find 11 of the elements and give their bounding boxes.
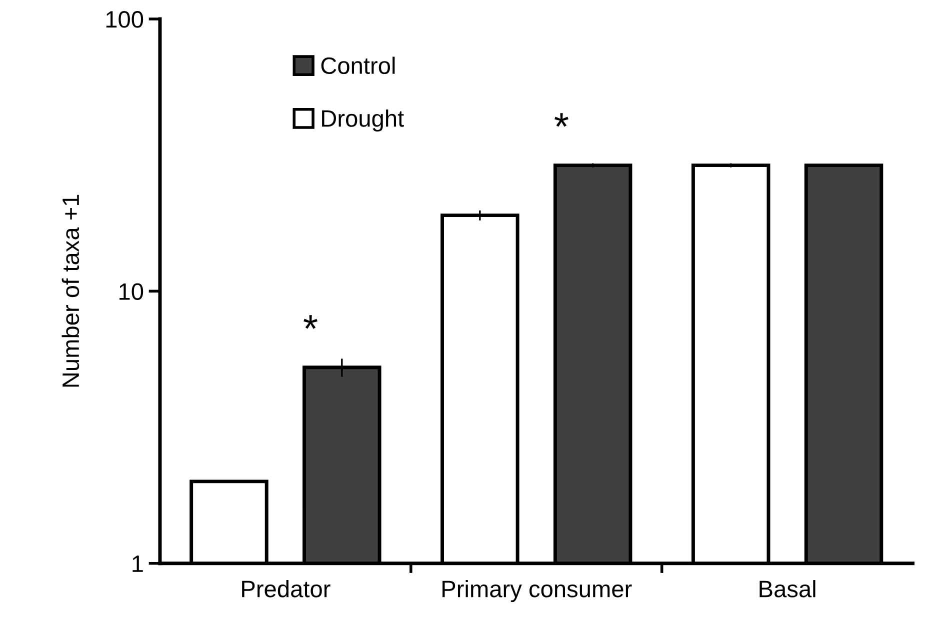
x-tick-label: Primary consumer (442, 580, 632, 602)
y-tick-label: 10 (120, 283, 144, 300)
annotation: * (554, 113, 568, 127)
annotation: * (304, 315, 318, 329)
x-tick-label: Predator (242, 580, 330, 598)
y-tick-label: 100 (106, 11, 144, 28)
y-tick-label: 1 (132, 556, 143, 572)
legend-label: Drought (322, 110, 404, 132)
x-tick-label: Basal (760, 580, 816, 598)
legend-label: Control (321, 56, 395, 74)
y-axis-title: Number of taxa +1 (62, 194, 80, 387)
